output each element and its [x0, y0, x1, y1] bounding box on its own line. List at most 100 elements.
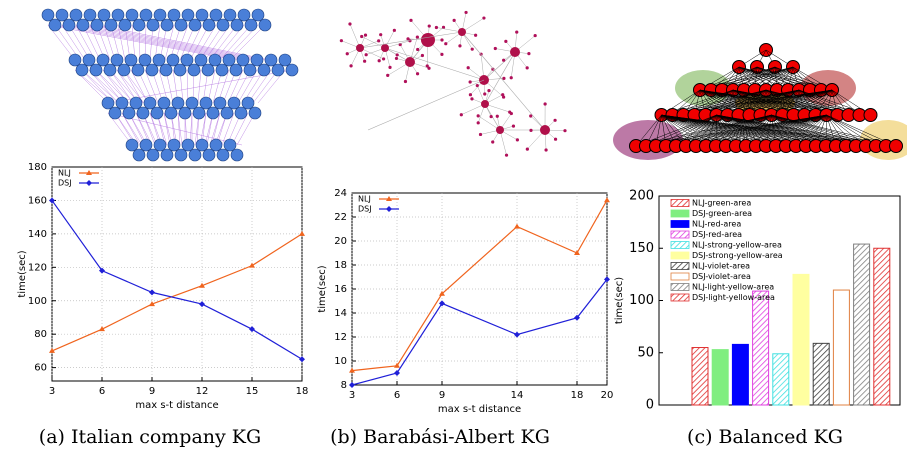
marker	[49, 197, 55, 204]
node	[452, 18, 456, 23]
y-tick-label: 120	[28, 262, 47, 273]
node	[125, 138, 139, 152]
node	[241, 96, 255, 110]
node	[377, 59, 381, 63]
node	[131, 63, 145, 77]
y-tick-label: 80	[34, 329, 47, 340]
y-tick-label: 60	[34, 363, 47, 374]
node	[187, 63, 201, 77]
line	[351, 279, 608, 386]
node	[159, 63, 173, 77]
node	[553, 137, 558, 141]
node	[345, 52, 349, 56]
y-tick-label: 100	[28, 296, 47, 307]
bar	[853, 243, 871, 406]
node	[527, 52, 531, 56]
node	[188, 148, 202, 162]
edge	[436, 27, 463, 33]
node	[415, 35, 419, 39]
line	[51, 233, 303, 352]
node	[68, 53, 82, 67]
y-tick-label: 200	[629, 189, 654, 204]
y-tick-label: 18	[334, 260, 347, 271]
node	[229, 63, 243, 77]
node	[459, 113, 463, 117]
marker	[149, 301, 155, 307]
node	[216, 18, 230, 32]
edge	[461, 31, 546, 131]
edge	[47, 24, 76, 61]
edge	[186, 69, 189, 104]
node	[502, 58, 506, 62]
edge	[179, 24, 196, 61]
y-tick-label: 14	[334, 308, 347, 319]
y-tick-label: 50	[637, 345, 654, 360]
y-tick-label: 100	[629, 293, 654, 308]
x-axis-label: max s-t distance	[438, 404, 521, 415]
node	[470, 97, 474, 101]
node	[434, 25, 438, 30]
node	[440, 38, 444, 42]
edge	[247, 69, 272, 104]
x-tick-label: 20	[601, 390, 614, 401]
node	[153, 8, 167, 22]
node	[544, 148, 548, 152]
edge	[252, 69, 279, 104]
node	[420, 53, 424, 58]
node	[502, 76, 506, 80]
node	[117, 63, 131, 77]
x-tick-label: 12	[196, 386, 209, 397]
node	[863, 108, 878, 122]
node	[483, 92, 487, 96]
edge	[826, 114, 857, 147]
node	[258, 18, 272, 32]
marker	[149, 289, 155, 296]
node	[515, 30, 519, 34]
node	[360, 34, 364, 39]
edge	[484, 51, 516, 105]
marker	[514, 331, 520, 338]
node	[470, 47, 474, 51]
edge	[123, 69, 150, 104]
node	[194, 53, 208, 67]
marker	[299, 356, 305, 363]
node	[363, 33, 368, 37]
node	[440, 52, 444, 56]
bar	[731, 343, 749, 406]
legend-label: NLJ-green-area	[692, 199, 751, 208]
node	[209, 8, 223, 22]
legend-label: NLJ	[58, 169, 71, 178]
node	[563, 129, 567, 133]
legend-label: NLJ-red-area	[692, 220, 741, 229]
node	[364, 53, 368, 57]
node	[493, 46, 497, 51]
node	[146, 18, 160, 32]
edge	[163, 112, 171, 146]
node	[202, 148, 216, 162]
legend-swatch	[670, 293, 690, 302]
marker	[394, 362, 400, 368]
node	[195, 8, 209, 22]
node	[157, 96, 171, 110]
node	[444, 42, 448, 46]
legend-label: NLJ	[358, 195, 371, 204]
edge	[177, 112, 183, 146]
marker	[249, 262, 255, 268]
edge	[384, 47, 485, 81]
node	[223, 8, 237, 22]
bar	[711, 349, 729, 406]
node	[244, 18, 258, 32]
node	[199, 96, 213, 110]
node	[468, 80, 472, 84]
line	[51, 200, 303, 360]
edge	[61, 24, 86, 61]
marker	[604, 276, 610, 283]
marker	[439, 300, 445, 307]
node	[491, 140, 495, 144]
node	[150, 106, 164, 120]
y-tick-label: 24	[334, 188, 347, 199]
x-axis-label: max s-t distance	[135, 400, 218, 411]
marker	[574, 250, 580, 255]
y-tick-label: 20	[334, 236, 347, 247]
